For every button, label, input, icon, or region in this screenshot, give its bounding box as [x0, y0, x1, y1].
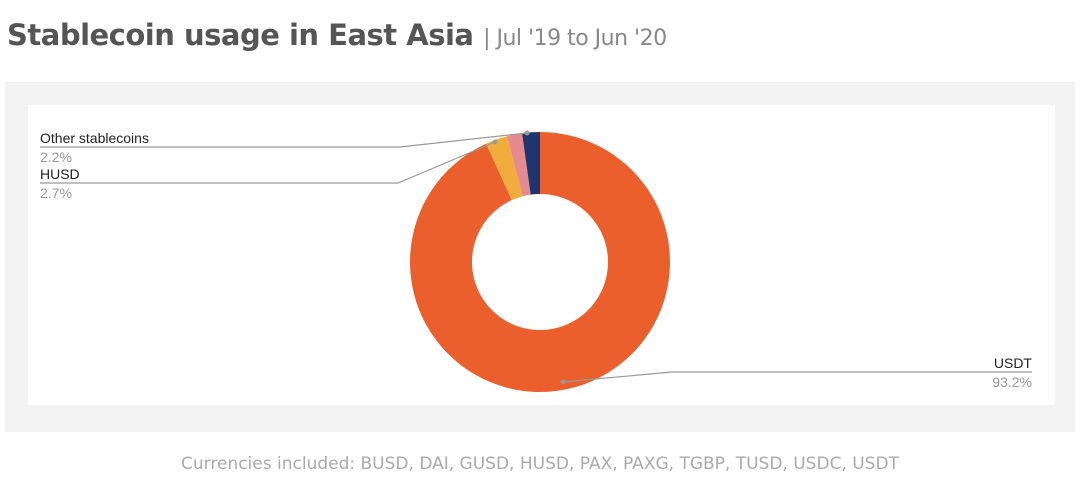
leader-dot-0 [560, 379, 566, 385]
subtitle-text: | Jul '19 to Jun '20 [483, 26, 667, 51]
title-text: Stablecoin usage in East Asia [7, 18, 474, 52]
slice-value-label-1: 2.7% [40, 185, 72, 201]
leader-line-3 [40, 132, 528, 148]
slice-value-label-0: 93.2% [992, 374, 1032, 390]
slice-label-0: USDT [994, 355, 1033, 371]
donut-slice-0 [409, 132, 670, 392]
donut-slice-1 [486, 136, 523, 201]
slice-label-1: HUSD [40, 166, 80, 182]
leader-line-0 [562, 371, 1032, 383]
leader-line-1 [40, 141, 496, 184]
chart-title: Stablecoin usage in East Asia | Jul '19 … [7, 18, 667, 52]
slice-label-3: Other stablecoins [40, 130, 149, 146]
slice-value-label-3: 2.2% [40, 149, 72, 165]
leader-dot-1 [492, 139, 498, 145]
donut-slice-3 [522, 132, 540, 195]
footnote: Currencies included: BUSD, DAI, GUSD, HU… [181, 454, 899, 474]
donut-slice-2 [506, 133, 531, 197]
leader-dot-3 [524, 130, 530, 136]
